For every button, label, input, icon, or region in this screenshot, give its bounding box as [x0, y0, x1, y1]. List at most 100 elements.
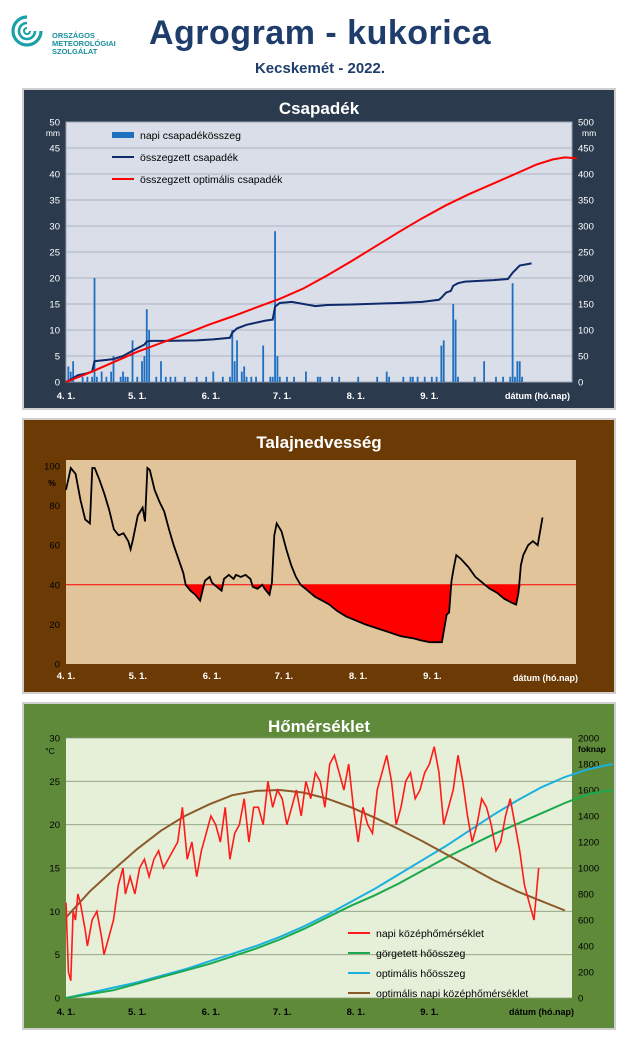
precip-bar: [229, 376, 231, 382]
y-left-tick-label: 10: [49, 907, 60, 918]
omsz-logo: ORSZÁGOS METEOROLÓGIAI SZOLGÁLAT: [10, 14, 120, 56]
legend-label: optimális hőösszeg: [376, 968, 465, 980]
y-left-tick-label: 5: [55, 950, 60, 961]
logo-line-3: SZOLGÁLAT: [52, 47, 98, 56]
temperature-chart: Hőmérséklet 0 5 10 15 20 25 30 0 200 400 600 800 1000…: [45, 717, 613, 1018]
x-tick-label: 5. 1.: [128, 1007, 147, 1018]
y-right-tick-label: 800: [578, 890, 594, 901]
precip-bar: [269, 376, 272, 382]
logo-line-2: METEOROLÓGIAI: [52, 39, 116, 48]
optimal-heat-sum-line: [65, 763, 613, 999]
precip-bar: [509, 376, 512, 382]
precip-bar: [316, 376, 319, 382]
x-tick-label: 5. 1.: [128, 391, 147, 402]
precip-bar: [243, 366, 246, 382]
y-right-tick-label: 1000: [578, 864, 599, 875]
precip-bar: [112, 356, 115, 382]
precip-bar: [430, 376, 433, 382]
y-left-tick-label: 40: [49, 170, 60, 181]
y-right-tick-label: 400: [578, 170, 594, 181]
precip-bar: [119, 376, 122, 382]
omsz-logo-icon: [11, 15, 43, 47]
precipitation-chart: Csapadék05101520253035404550050100150200…: [46, 99, 596, 402]
optimal-daily-mean-line: [65, 788, 566, 919]
x-tick-label: 8. 1.: [347, 391, 366, 402]
precip-bar: [388, 376, 390, 382]
precip-bar: [385, 371, 388, 382]
precip-bar: [338, 376, 341, 382]
cumulative-precip-line: [65, 262, 532, 383]
y-left-tick-label: 0: [55, 378, 60, 389]
y-right-tick-label: 1600: [578, 786, 599, 797]
y-tick-label: 0: [55, 660, 60, 671]
precip-bar: [483, 361, 486, 382]
y-right-tick-label: 350: [578, 196, 594, 207]
precip-bar: [516, 361, 519, 382]
precip-bar: [423, 376, 426, 382]
chart-title: Hőmérséklet: [268, 717, 370, 736]
precip-bar: [518, 361, 521, 382]
x-tick-label: 8. 1.: [347, 1007, 366, 1018]
legend-swatch-bars: [112, 132, 134, 138]
precip-bar: [164, 376, 167, 382]
precip-bar: [514, 376, 516, 382]
precip-bar: [122, 371, 124, 382]
x-tick-label: 7. 1.: [273, 391, 292, 402]
precip-bar: [319, 376, 322, 382]
precip-bar: [231, 330, 234, 382]
y-tick-label: 100: [44, 462, 60, 473]
precip-bar: [245, 376, 248, 382]
y-right-unit: mm: [582, 128, 596, 138]
x-tick-label: 9. 1.: [420, 391, 439, 402]
y-left-tick-label: 10: [49, 326, 60, 337]
precip-bar: [495, 376, 497, 382]
precip-bar: [81, 376, 84, 382]
legend-label: összegzett csapadék: [140, 152, 239, 164]
precip-bar: [72, 361, 75, 382]
precip-bar: [221, 376, 224, 382]
legend-label: napi csapadékösszeg: [140, 130, 241, 142]
y-tick-label: 80: [49, 501, 60, 512]
precip-bar: [457, 376, 459, 382]
precip-bar: [233, 361, 236, 382]
precip-bar: [262, 345, 265, 382]
legend-label: napi középhőmérséklet: [376, 928, 484, 940]
precip-bar: [276, 356, 279, 382]
x-tick-label: 9. 1.: [420, 1007, 439, 1018]
x-axis-label: dátum (hó.nap): [509, 1007, 574, 1017]
optimal-cumulative-line: [65, 156, 577, 383]
precip-bar: [145, 309, 148, 382]
precip-bar: [205, 376, 208, 382]
y-right-tick-label: 150: [578, 300, 594, 311]
x-tick-label: 6. 1.: [202, 391, 221, 402]
precip-bar: [255, 376, 257, 382]
legend-label: összegzett optimális csapadék: [140, 174, 283, 186]
x-tick-label: 4. 1.: [57, 1007, 76, 1018]
soil-moisture-panel: Talajnedvesség 0 20 40 60 80 100% 4. 1. 5. 1. 6. …: [22, 418, 616, 694]
deficit-area: [66, 584, 543, 643]
y-right-tick-label: 2000: [578, 734, 599, 745]
precip-bar: [452, 304, 455, 382]
y-right-tick-label: 450: [578, 144, 594, 155]
y-right-tick-label: 200: [578, 968, 594, 979]
y-right-tick-label: 200: [578, 274, 594, 285]
precip-bar: [69, 371, 72, 382]
precip-bar: [100, 371, 103, 382]
x-axis-label: dátum (hó.nap): [505, 391, 570, 401]
x-axis-label: dátum (hó.nap): [513, 673, 578, 683]
y-left-tick-label: 20: [49, 820, 60, 831]
chart-title: Talajnedvesség: [256, 433, 381, 452]
x-tick-label: 6. 1.: [202, 1007, 221, 1018]
precip-bar: [511, 283, 514, 382]
precip-bar: [409, 376, 412, 382]
y-left-tick-label: 5: [55, 352, 60, 363]
precip-bar: [236, 340, 238, 382]
y-tick-label: 60: [49, 541, 60, 552]
y-tick-label: 20: [49, 620, 60, 631]
precip-bar: [521, 376, 524, 382]
logo-line-1: ORSZÁGOS: [52, 31, 95, 40]
y-right-tick-label: 100: [578, 326, 594, 337]
precip-bar: [250, 376, 253, 382]
precip-bar: [95, 376, 98, 382]
y-left-tick-label: 15: [49, 300, 60, 311]
